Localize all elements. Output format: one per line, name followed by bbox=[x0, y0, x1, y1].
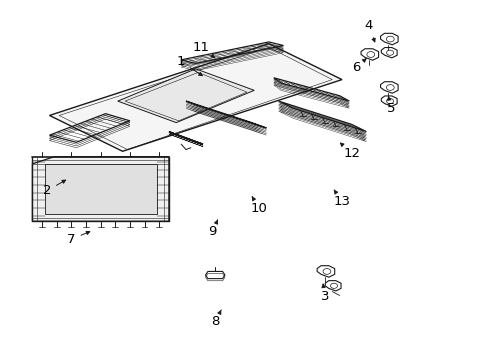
Text: 5: 5 bbox=[386, 96, 394, 115]
Polygon shape bbox=[32, 157, 168, 221]
Text: 8: 8 bbox=[211, 310, 221, 328]
Polygon shape bbox=[118, 69, 254, 123]
Text: 2: 2 bbox=[42, 180, 65, 197]
Text: 4: 4 bbox=[364, 19, 374, 42]
Text: 1: 1 bbox=[177, 55, 202, 76]
Text: 7: 7 bbox=[67, 231, 90, 246]
Text: 11: 11 bbox=[192, 41, 214, 58]
Polygon shape bbox=[49, 44, 341, 151]
Text: 9: 9 bbox=[208, 220, 217, 238]
Text: 12: 12 bbox=[340, 143, 360, 159]
Polygon shape bbox=[44, 164, 157, 214]
Text: 13: 13 bbox=[333, 190, 350, 208]
Text: 10: 10 bbox=[250, 197, 267, 215]
Text: 3: 3 bbox=[320, 284, 328, 303]
Text: 6: 6 bbox=[352, 59, 366, 73]
